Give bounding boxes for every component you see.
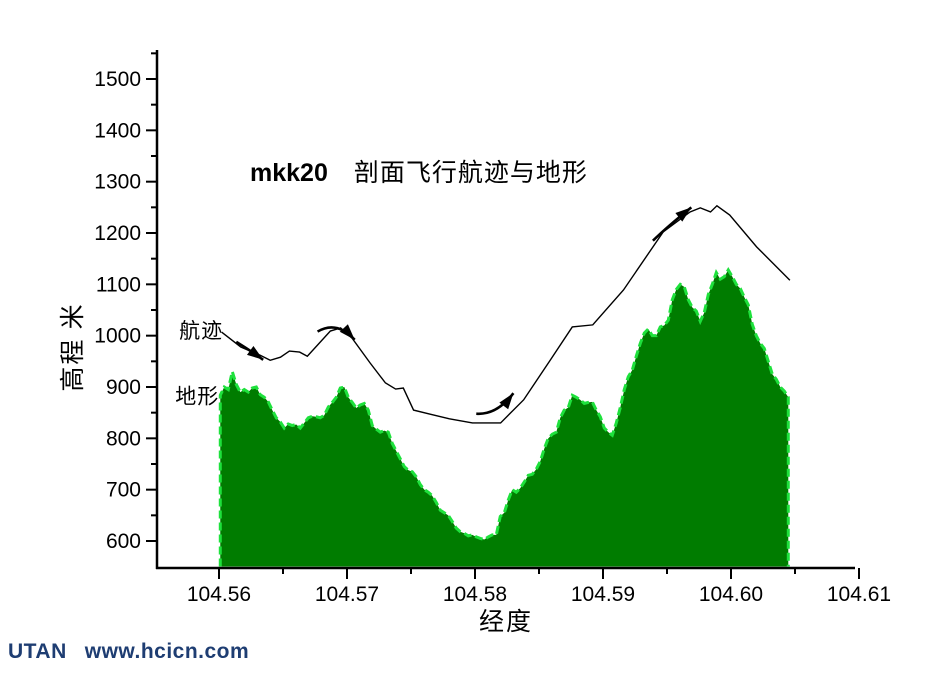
y-tick-label: 1000: [94, 325, 141, 348]
trajectory-arrowhead: [246, 345, 264, 360]
x-tick-label: 104.58: [443, 583, 507, 606]
trajectory-arrowhead: [339, 324, 355, 340]
chart-title: mkk20 剖面飞行航迹与地形: [250, 153, 588, 189]
trajectory-arrowhead: [499, 393, 514, 410]
x-tick-label: 104.59: [571, 583, 635, 606]
terrain-area: [220, 269, 789, 567]
trajectory-line: [221, 204, 791, 424]
y-tick-label: 1300: [94, 171, 141, 194]
y-tick-label: 1500: [94, 68, 141, 91]
y-tick-label: 900: [106, 376, 141, 399]
y-tick-label: 800: [106, 427, 141, 450]
trajectory-arrowhead: [675, 207, 692, 222]
chart-title-text: 剖面飞行航迹与地形: [353, 160, 588, 187]
y-tick-label: 700: [106, 479, 141, 502]
chart-title-run-id: mkk20: [250, 159, 328, 187]
y-tick-label: 1100: [96, 273, 141, 296]
terrain-edge: [218, 267, 790, 567]
x-tick-label: 104.61: [827, 583, 891, 606]
website-url: www.hcicn.com: [84, 640, 250, 663]
brand-text: UTAN: [8, 640, 67, 663]
y-axis-label: 高程 米: [60, 302, 87, 392]
y-tick-label: 1400: [94, 119, 141, 142]
watermark-footer: UTAN www.hcicn.com: [8, 640, 249, 664]
x-tick-label: 104.57: [315, 583, 379, 606]
y-tick-label: 1200: [94, 222, 141, 245]
x-axis-label: 经度: [478, 609, 533, 636]
series-label: 航迹: [179, 319, 223, 343]
series-label: 地形: [175, 385, 219, 409]
x-tick-label: 104.56: [187, 583, 251, 606]
x-tick-label: 104.60: [699, 583, 763, 606]
y-tick-label: 600: [106, 530, 141, 553]
